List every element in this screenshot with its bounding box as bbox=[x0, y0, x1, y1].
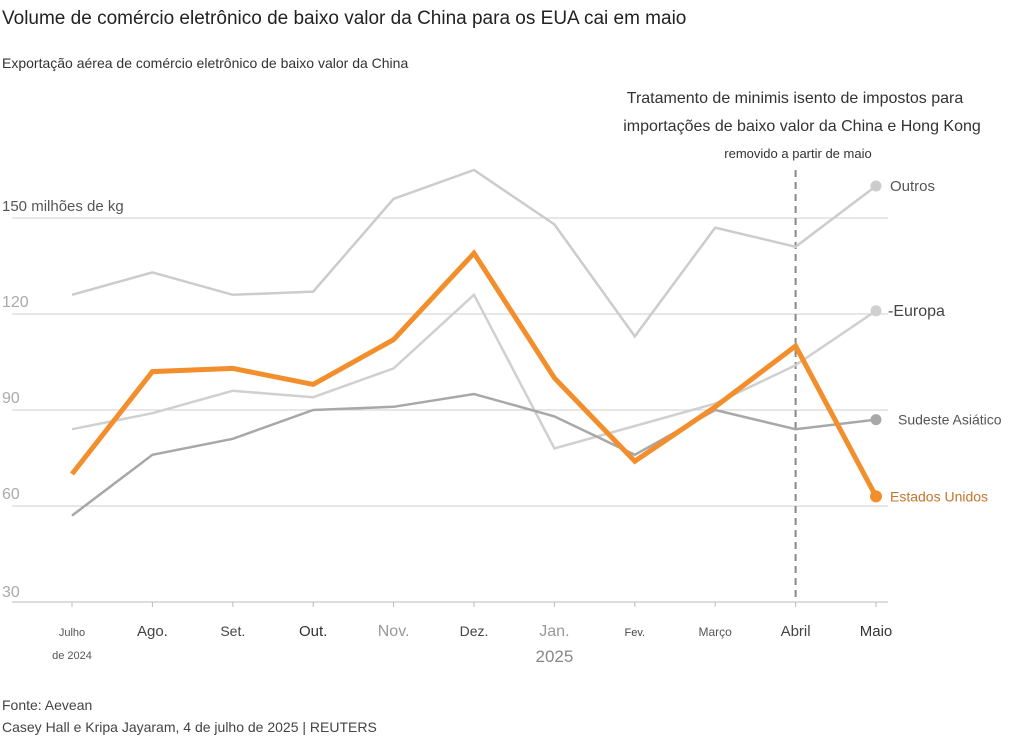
x-tick-label: Jan. bbox=[539, 623, 569, 640]
annotation-text-line1: Tratamento de minimis isento de impostos… bbox=[627, 90, 964, 107]
source-note: Fonte: Aevean bbox=[2, 697, 93, 713]
x-tick-label: Ago. bbox=[137, 623, 168, 640]
y-tick-labels: 150 milhões de kg 120 90 60 30 bbox=[2, 198, 124, 601]
series-end-dot-others bbox=[870, 180, 882, 192]
series-line-sea bbox=[71, 392, 877, 517]
y-tick-label: 150 milhões de kg bbox=[2, 198, 124, 215]
annotation-text-line2: importações de baixo valor da China e Ho… bbox=[623, 118, 981, 135]
x-axis: Julho de 2024 Ago. Set. Out. Nov. Dez. Jan. 2025… bbox=[12, 601, 893, 666]
x-tick-label: Fev. bbox=[625, 627, 646, 639]
x-tick-label: Set. bbox=[220, 623, 245, 639]
y-tick-label: 30 bbox=[2, 584, 20, 601]
series-end-dot-europe bbox=[870, 305, 882, 317]
chart-title: Volume de comércio eletrônico de baixo v… bbox=[2, 8, 687, 29]
series-end-dot-sea bbox=[870, 414, 882, 426]
x-tick-sublabel: de 2024 bbox=[52, 650, 92, 662]
series-end-dot-us bbox=[870, 490, 882, 503]
series-label-others: Outros bbox=[890, 178, 935, 195]
series-line-europe bbox=[71, 292, 877, 450]
series-labels: Outros -Europa Sudeste Asiático Estados Uni… bbox=[888, 178, 1002, 504]
x-tick-label: Março bbox=[699, 625, 733, 639]
y-tick-label: 90 bbox=[2, 390, 20, 407]
x-tick-label: Out. bbox=[299, 623, 327, 640]
series-line-others bbox=[71, 168, 877, 339]
chart-subtitle: Exportação aérea de comércio eletrônico … bbox=[2, 55, 409, 71]
grid-lines bbox=[12, 217, 888, 507]
y-tick-label: 120 bbox=[2, 294, 29, 311]
annotation-text-line3: removido a partir de maio bbox=[724, 146, 871, 161]
x-tick-label: Abril bbox=[781, 623, 811, 640]
series-label-europe: -Europa bbox=[888, 303, 945, 320]
series-label-sea: Sudeste Asiático bbox=[898, 412, 1002, 428]
x-tick-label: Julho bbox=[59, 627, 85, 639]
series-line-us bbox=[70, 249, 879, 498]
x-tick-label: Dez. bbox=[460, 623, 489, 639]
x-tick-label: Maio bbox=[860, 623, 893, 640]
y-tick-label: 60 bbox=[2, 486, 20, 503]
x-tick-sublabel: 2025 bbox=[535, 647, 573, 666]
x-tick-label: Nov. bbox=[378, 623, 410, 640]
series-lines bbox=[70, 168, 882, 517]
credit-note: Casey Hall e Kripa Jayaram, 4 de julho d… bbox=[2, 719, 377, 735]
series-label-us: Estados Unidos bbox=[890, 488, 988, 504]
annotation: Tratamento de minimis isento de impostos… bbox=[623, 90, 981, 602]
